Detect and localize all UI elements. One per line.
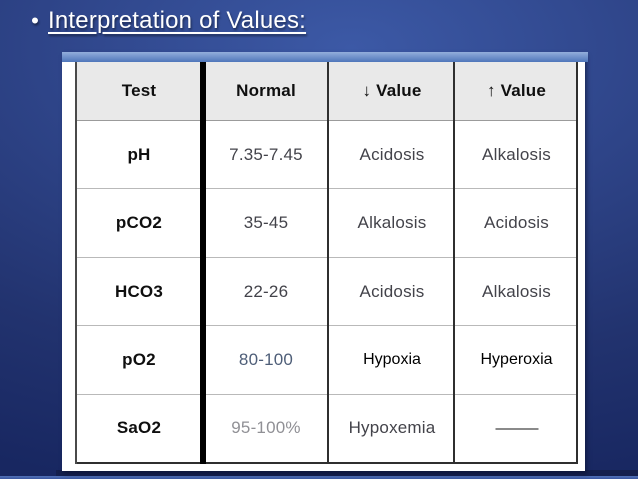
cell-normal: 35-45: [243, 213, 289, 233]
cell-low-value: Hypoxia: [363, 350, 421, 368]
cell-low-value: Acidosis: [359, 281, 425, 301]
cell-test: pO2: [122, 349, 156, 369]
table-row-po2: pO2 80-100 Hypoxia Hyperoxia: [75, 326, 578, 395]
column-header-low-value: ↓ Value: [362, 81, 422, 100]
table-right-border: [576, 62, 578, 464]
slide-bottom-accent-line: [0, 476, 638, 479]
panel-drop-shadow: [56, 470, 638, 478]
table-panel: Test Normal ↓ Value ↑ Value pH 7.35-7.45…: [62, 52, 588, 471]
table-row-sao2: SaO2 95-100% Hypoxemia ———: [75, 395, 578, 465]
values-table: Test Normal ↓ Value ↑ Value pH 7.35-7.45…: [75, 62, 578, 465]
table-header-row: Test Normal ↓ Value ↑ Value: [75, 62, 578, 121]
cell-normal: 95-100%: [231, 418, 301, 438]
cell-normal: 7.35-7.45: [229, 144, 303, 164]
cell-high-value: Acidosis: [484, 213, 549, 233]
cell-high-value: Hyperoxia: [480, 350, 553, 368]
page-title: Interpretation of Values:: [48, 7, 307, 34]
cell-test: HCO3: [114, 281, 164, 301]
table-thick-divider: [200, 62, 206, 464]
cell-low-value: Hypoxemia: [348, 418, 436, 438]
table-row-ph: pH 7.35-7.45 Acidosis Alkalosis: [75, 121, 578, 190]
table-row-pco2: pCO2 35-45 Alkalosis Acidosis: [75, 189, 578, 258]
cell-high-value: Alkalosis: [482, 281, 551, 301]
slide-title-row: • Interpretation of Values:: [22, 5, 306, 37]
cell-test: pH: [127, 144, 151, 164]
cell-low-value: Acidosis: [359, 144, 425, 164]
cell-high-value-dash: ———: [495, 419, 539, 437]
cell-test: pCO2: [115, 213, 163, 233]
table-row-hco3: HCO3 22-26 Acidosis Alkalosis: [75, 258, 578, 327]
cell-high-value: Alkalosis: [482, 144, 551, 164]
table-divider-2: [327, 62, 329, 464]
table-left-border: [75, 62, 77, 464]
table-divider-3: [453, 62, 455, 464]
column-header-test: Test: [121, 81, 157, 100]
column-header-high-value: ↑ Value: [486, 81, 547, 100]
cell-normal: 80-100: [238, 349, 294, 369]
cell-normal: 22-26: [243, 281, 289, 301]
cell-low-value: Alkalosis: [357, 213, 427, 233]
bullet-icon: •: [31, 8, 39, 33]
column-header-normal: Normal: [236, 81, 296, 100]
panel-top-accent-bar: [62, 52, 588, 62]
cell-test: SaO2: [116, 418, 162, 438]
